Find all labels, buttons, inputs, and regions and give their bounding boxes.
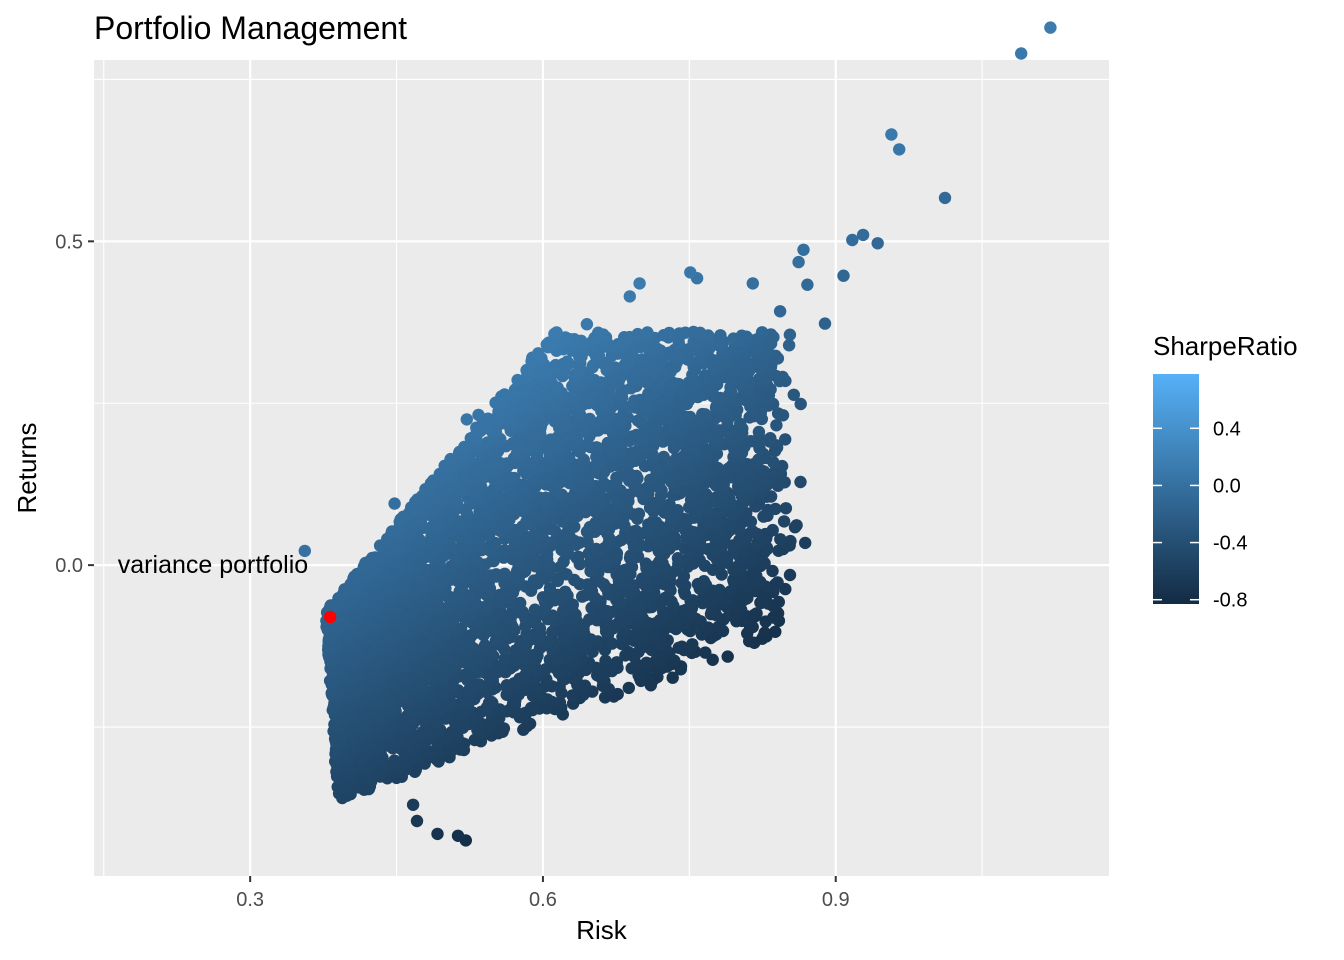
data-point	[774, 533, 787, 546]
data-point	[543, 582, 557, 595]
data-point	[630, 428, 643, 442]
data-point	[539, 663, 552, 676]
data-point	[490, 495, 504, 508]
data-point	[772, 595, 785, 609]
data-point	[770, 419, 783, 432]
data-point	[752, 425, 766, 439]
data-point	[750, 607, 763, 620]
data-point	[777, 515, 791, 528]
data-point	[481, 598, 495, 611]
data-point	[794, 397, 807, 411]
data-point	[758, 626, 771, 639]
data-point	[769, 625, 782, 638]
data-point	[460, 413, 473, 426]
data-point	[766, 523, 779, 537]
data-point	[666, 671, 679, 684]
data-point	[568, 520, 581, 533]
data-point	[647, 514, 660, 528]
data-point	[583, 412, 596, 426]
data-point	[514, 596, 527, 610]
data-point	[675, 640, 689, 653]
data-point	[657, 450, 670, 464]
data-point	[610, 656, 623, 669]
data-point	[713, 583, 726, 597]
data-point	[478, 639, 492, 652]
data-point	[697, 575, 711, 588]
scatter-points	[298, 21, 1057, 847]
data-point	[489, 536, 502, 550]
data-point	[599, 654, 612, 667]
data-point	[472, 408, 485, 422]
data-point	[622, 681, 635, 695]
data-point	[406, 798, 420, 811]
data-point	[790, 519, 803, 532]
data-point	[764, 490, 778, 503]
data-point	[782, 339, 796, 352]
data-point	[696, 407, 709, 421]
data-point	[758, 557, 771, 570]
data-point	[559, 585, 572, 598]
data-point	[766, 564, 779, 578]
data-point	[771, 407, 785, 420]
data-point	[451, 829, 465, 842]
data-point	[529, 701, 543, 714]
data-point	[498, 567, 511, 580]
data-point	[511, 373, 524, 387]
data-point	[585, 601, 598, 615]
data-point	[498, 388, 511, 401]
data-point	[629, 524, 643, 538]
data-point	[769, 502, 782, 516]
data-point	[639, 557, 653, 570]
data-point	[493, 456, 507, 470]
data-point	[498, 652, 512, 665]
data-point	[452, 515, 466, 528]
data-point	[699, 369, 712, 382]
data-point	[632, 507, 646, 520]
data-point	[561, 355, 574, 368]
data-point	[746, 525, 760, 538]
data-point	[799, 536, 812, 550]
data-point	[686, 638, 699, 651]
data-point	[784, 534, 797, 548]
data-point	[704, 353, 718, 366]
data-point	[794, 475, 807, 489]
data-point	[388, 497, 401, 510]
data-point	[497, 722, 511, 735]
data-point	[410, 814, 424, 828]
data-point	[431, 827, 444, 841]
data-point	[640, 656, 653, 669]
data-point	[388, 754, 401, 767]
data-point	[764, 432, 777, 445]
data-point	[566, 689, 579, 702]
data-point	[484, 695, 498, 708]
data-point	[540, 673, 553, 686]
chart-title: Portfolio Management	[94, 10, 407, 46]
data-point	[481, 412, 495, 425]
data-point	[498, 544, 511, 557]
data-point	[298, 544, 311, 558]
data-point	[572, 550, 585, 563]
data-point	[699, 646, 712, 659]
data-point	[610, 547, 624, 560]
data-point	[597, 477, 611, 490]
data-point	[458, 440, 471, 454]
data-point	[516, 478, 530, 491]
data-point	[528, 603, 542, 616]
data-point	[721, 650, 734, 663]
data-point	[779, 502, 793, 515]
data-point	[783, 568, 797, 582]
data-point	[779, 433, 792, 446]
data-point	[671, 552, 685, 565]
data-point	[532, 347, 545, 360]
data-point	[787, 388, 800, 401]
data-point	[771, 576, 784, 589]
